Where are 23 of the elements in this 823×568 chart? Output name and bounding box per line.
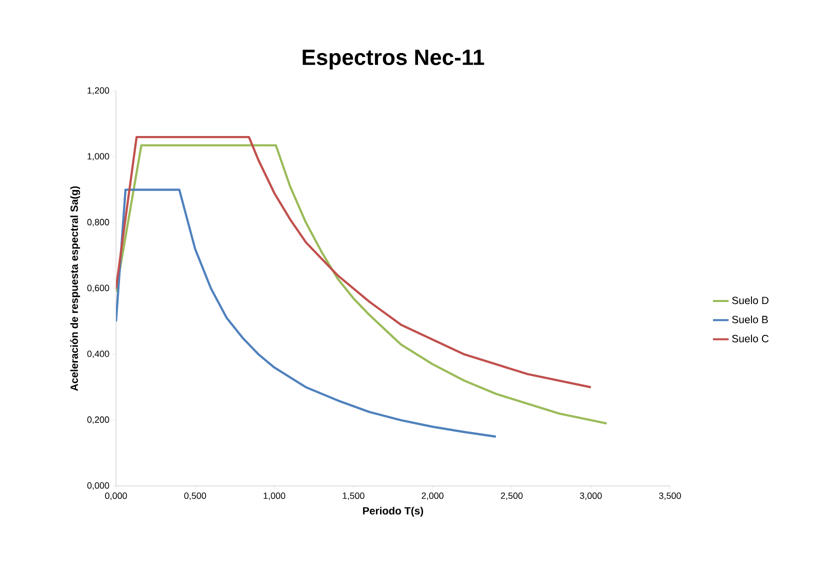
legend-label: Suelo B: [732, 316, 768, 324]
y-tick-label: 0,200: [87, 416, 110, 424]
x-tick-label: 2,500: [500, 492, 523, 500]
x-tick-label: 1,500: [342, 492, 364, 500]
y-tick-label: 0,600: [87, 284, 110, 292]
x-tick-label: 2,000: [422, 492, 444, 500]
x-tick-label: 1,000: [264, 492, 286, 500]
chart-title: Espectros Nec-11: [302, 50, 484, 70]
x-tick-label: 3,000: [580, 492, 602, 500]
x-axis-title: Periodo T(s): [363, 506, 424, 517]
y-tick-label: 0,400: [87, 350, 110, 358]
y-axis-title: Aceleración de respuesta espectral Sa(g): [70, 186, 80, 391]
y-tick-label: 1,200: [88, 87, 110, 95]
legend-label: Suelo C: [732, 334, 769, 342]
y-tick-label: 0,800: [87, 218, 110, 226]
line-series: [116, 144, 608, 425]
legend-label: Suelo D: [732, 296, 768, 304]
line-series: [116, 188, 497, 438]
y-tick-label: 0,000: [87, 482, 110, 490]
y-tick-label: 1,000: [88, 153, 110, 161]
x-tick-label: 0,500: [184, 492, 206, 500]
x-tick-label: 0,000: [105, 492, 127, 500]
x-tick-label: 3,500: [659, 492, 681, 500]
